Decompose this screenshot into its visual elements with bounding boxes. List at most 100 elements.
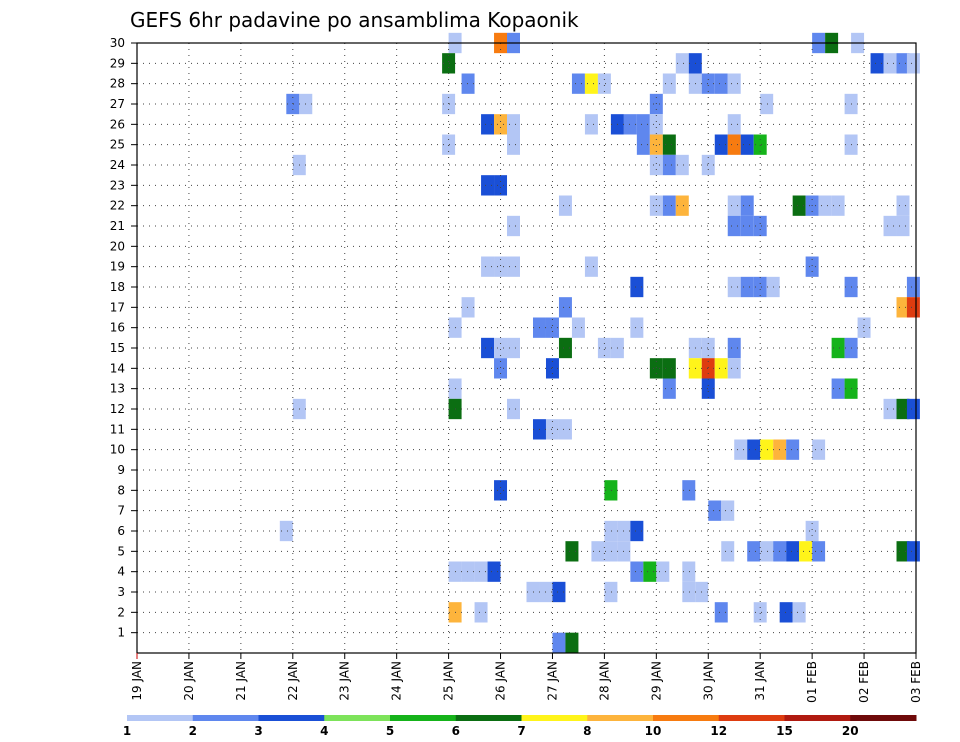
precip-cell (481, 256, 495, 277)
precip-cell (906, 297, 920, 318)
precip-cell (507, 215, 520, 237)
x-tick-label: 26 JAN (494, 661, 508, 701)
y-tick-label: 2 (117, 605, 125, 619)
colorbar-swatch (653, 715, 720, 721)
x-tick-label: 25 JAN (442, 661, 456, 701)
precip-cell (552, 581, 566, 603)
cells-layer (279, 32, 920, 653)
y-tick-label: 13 (110, 382, 125, 396)
precip-cell (474, 602, 488, 623)
precip-cell (727, 215, 741, 237)
y-tick-label: 25 (110, 138, 125, 152)
colorbar-label: 2 (189, 724, 197, 738)
precip-cell (597, 337, 611, 359)
precip-cell (727, 73, 741, 94)
precip-cell (584, 114, 598, 135)
precip-cell (461, 297, 475, 318)
colorbar-label: 4 (320, 724, 328, 738)
colorbar-swatch (850, 715, 917, 721)
y-tick-label: 27 (110, 97, 125, 111)
precip-cell (630, 276, 644, 298)
precip-cell (896, 398, 910, 420)
precip-cell (818, 195, 832, 216)
precip-cell (714, 358, 728, 379)
precip-cell (883, 398, 897, 420)
colorbar-swatch (390, 715, 457, 721)
y-tick-label: 20 (110, 239, 125, 253)
colorbar-label: 7 (517, 724, 525, 738)
x-tick-label: 30 JAN (701, 661, 715, 701)
precip-cell (591, 541, 605, 562)
colorbar-swatch (258, 715, 325, 721)
colorbar-swatch (455, 715, 522, 721)
precip-cell (805, 256, 819, 277)
y-tick-label: 18 (110, 280, 125, 294)
colorbar-label: 5 (386, 724, 394, 738)
precip-cell (675, 53, 689, 74)
y-tick-label: 1 (117, 626, 125, 640)
precip-cell (714, 73, 728, 94)
precip-cell (747, 541, 761, 562)
precip-cell (558, 195, 572, 216)
precip-cell (786, 541, 800, 562)
precip-cell (649, 114, 663, 135)
y-tick-label: 11 (110, 422, 125, 436)
precip-cell (662, 154, 676, 176)
precip-cell (812, 541, 826, 562)
precip-cell (494, 337, 508, 359)
precip-cell (507, 337, 520, 359)
precip-cell (906, 276, 920, 298)
precip-cell (662, 73, 676, 94)
precip-cell (545, 358, 559, 379)
precip-cell (760, 93, 774, 115)
precip-cell (896, 53, 910, 74)
x-tick-label: 23 JAN (338, 661, 352, 701)
y-tick-label: 21 (110, 219, 125, 233)
precip-cell (630, 317, 644, 338)
precip-cell (753, 276, 767, 298)
colorbar-label: 8 (583, 724, 591, 738)
precip-cell (753, 134, 767, 155)
precip-cell (649, 134, 663, 155)
precip-cell (604, 480, 618, 501)
y-tick-label: 19 (110, 260, 125, 274)
y-tick-label: 22 (110, 199, 125, 213)
chart-title: GEFS 6hr padavine po ansamblima Kopaonik (130, 8, 579, 32)
precip-cell (507, 114, 520, 135)
precip-cell (896, 195, 910, 216)
y-tick-label: 16 (110, 321, 125, 335)
precip-cell (727, 358, 741, 379)
colorbar-label: 15 (776, 724, 793, 738)
precip-cell (906, 53, 920, 74)
precip-cell (604, 520, 618, 542)
precip-cell (507, 256, 520, 277)
y-tick-label: 4 (117, 565, 125, 579)
precip-cell (494, 175, 508, 196)
precip-cell (604, 541, 618, 562)
precip-cell (662, 378, 676, 399)
y-tick-label: 15 (110, 341, 125, 355)
x-tick-label: 24 JAN (390, 661, 404, 701)
precip-cell (682, 561, 696, 582)
precip-cell (701, 337, 715, 359)
colorbar-swatch (784, 715, 851, 721)
y-tick-label: 8 (117, 483, 125, 497)
precip-cell (682, 480, 696, 501)
precip-cell (701, 358, 715, 379)
x-tick-label: 27 JAN (545, 661, 559, 701)
precip-cell (636, 134, 650, 155)
precip-cell (487, 561, 501, 582)
precip-cell (565, 541, 579, 562)
precip-cell (649, 154, 663, 176)
precip-cell (481, 114, 495, 135)
colorbar-label: 12 (710, 724, 727, 738)
colorbar-label: 1 (123, 724, 131, 738)
colorbar-label: 10 (645, 724, 662, 738)
precip-cell (474, 561, 488, 582)
precip-cell (636, 114, 650, 135)
precip-cell (786, 439, 800, 460)
x-tick-label: 03 FEB (909, 661, 923, 703)
colorbar-swatch (521, 715, 588, 721)
precip-cell (740, 276, 754, 298)
